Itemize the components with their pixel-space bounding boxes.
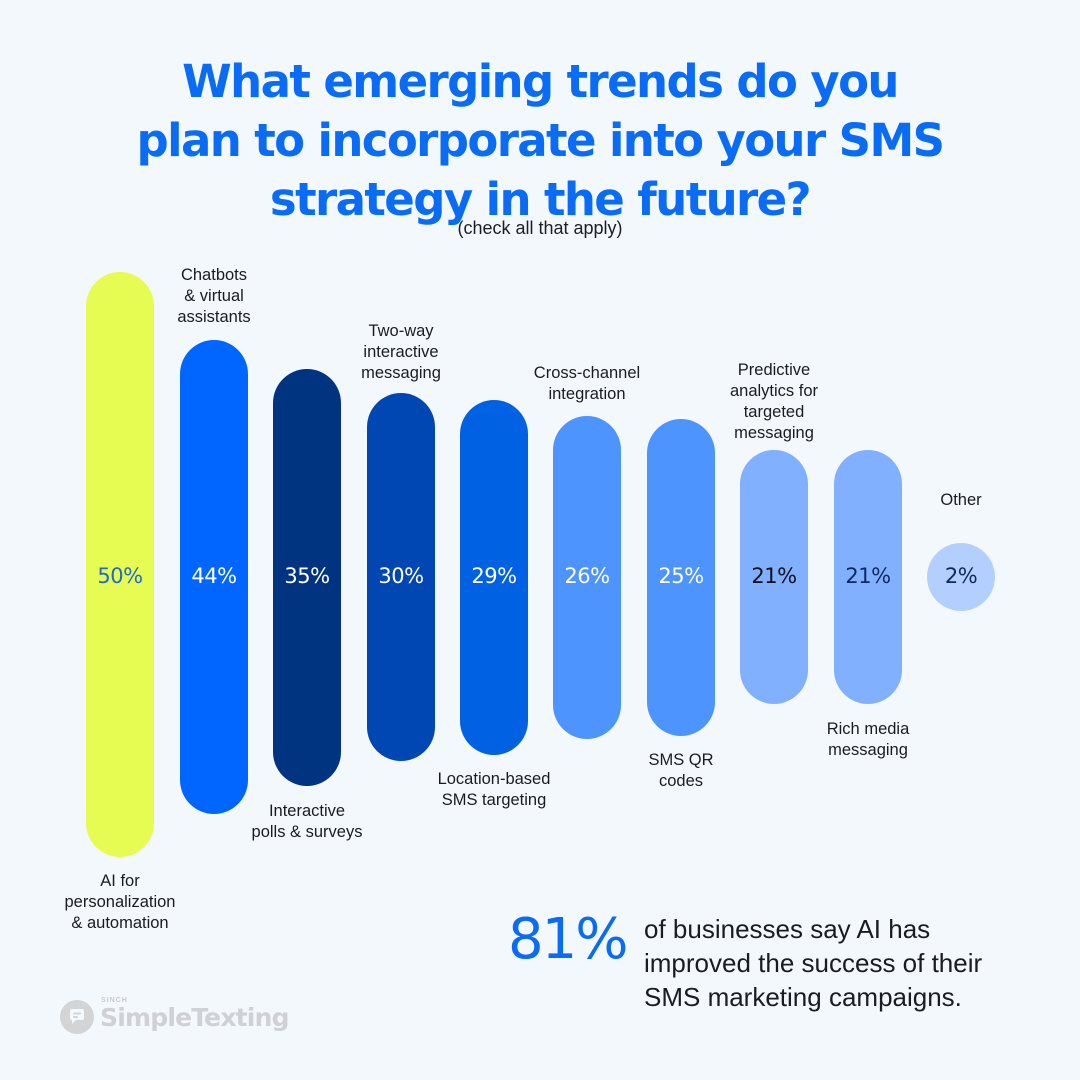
category-label-line: polls & surveys xyxy=(251,823,363,841)
category-label-line: personalization xyxy=(64,893,176,911)
category-label-rich-media-messaging: Rich media messaging xyxy=(827,719,910,761)
category-label-line: & automation xyxy=(71,914,169,932)
bar-value-label: 2% xyxy=(944,564,978,588)
category-label-line: Chatbots xyxy=(180,266,248,284)
speech-bubble-icon xyxy=(60,1000,94,1034)
category-label-sms-qr-codes: SMS QR codes xyxy=(648,750,713,792)
category-label-interactive-polls-surveys: Interactive polls & surveys xyxy=(252,801,363,843)
bar-sms-qr-codes: 25% xyxy=(647,419,715,736)
bar-other: 2% xyxy=(927,543,995,611)
category-label-cross-channel-integration: Cross-channel integration xyxy=(534,363,640,405)
title-line-2: plan to incorporate into your SMS xyxy=(136,114,946,167)
callout-stat-text: of businesses say AI has improved the su… xyxy=(644,912,1064,1014)
callout-stat-value: 81% xyxy=(508,907,628,972)
chart-title: What emerging trends do you plan to inco… xyxy=(0,52,1080,229)
bar-ai-for-personalization-automation: 50% xyxy=(86,272,154,857)
chart-subtitle: (check all that apply) xyxy=(457,218,623,238)
bar-interactive-polls-surveys: 35% xyxy=(273,369,341,786)
title-line-3: strategy in the future? xyxy=(269,173,812,226)
logo-sinch-text: SINCH xyxy=(101,996,128,1004)
bar-value-label: 25% xyxy=(658,564,704,588)
category-label-line: analytics for xyxy=(729,382,819,400)
callout-line-2: improved the success of their xyxy=(644,948,983,978)
logo-name-text: SimpleTexting xyxy=(100,1002,289,1032)
category-label-line: targeted xyxy=(743,403,805,421)
category-label-ai-for-personalization-automation: AI for personalization & automation xyxy=(65,871,176,934)
category-label-line: Two-way xyxy=(368,322,434,340)
bar-value-label: 29% xyxy=(471,564,517,588)
category-label-line: Predictive xyxy=(737,361,811,379)
bar-rich-media-messaging: 21% xyxy=(834,450,902,704)
category-label-line: AI for xyxy=(100,872,140,890)
bar-value-label: 35% xyxy=(284,564,330,588)
category-label-two-way-interactive-messaging: Two-way interactive messaging xyxy=(361,321,441,384)
bar-value-label: 21% xyxy=(751,564,797,588)
category-label-line: assistants xyxy=(177,308,251,326)
category-label-line: Cross-channel xyxy=(533,364,641,382)
category-label-line: Rich media xyxy=(826,720,910,738)
category-label-line: SMS QR xyxy=(648,751,714,769)
bar-value-label: 26% xyxy=(564,564,610,588)
category-label-line: interactive xyxy=(363,343,439,361)
category-label-chatbots-virtual-assistants: Chatbots & virtual assistants xyxy=(177,265,250,328)
category-label-line: messaging xyxy=(361,364,441,382)
bar-cross-channel-integration: 26% xyxy=(553,416,621,739)
category-label-line: & virtual xyxy=(184,287,244,305)
bar-predictive-analytics-for-targeted-messaging: 21% xyxy=(740,450,808,704)
category-label-line: Interactive xyxy=(268,802,346,820)
category-label-line: integration xyxy=(548,385,626,403)
callout-line-1: of businesses say AI has xyxy=(644,914,931,944)
bar-value-label: 21% xyxy=(845,564,891,588)
category-label-line: Other xyxy=(940,491,982,509)
category-label-line: messaging xyxy=(828,741,908,759)
category-label-location-based-sms-targeting: Location-based SMS targeting xyxy=(438,769,551,811)
category-label-predictive-analytics-for-targeted-messaging: Predictive analytics for targeted messaging xyxy=(730,360,818,444)
category-label-line: messaging xyxy=(734,424,814,442)
bar-two-way-interactive-messaging: 30% xyxy=(367,393,435,761)
bar-value-label: 44% xyxy=(191,564,237,588)
category-label-line: Location-based xyxy=(437,770,551,788)
category-label-line: codes xyxy=(658,772,704,790)
bar-value-label: 50% xyxy=(97,564,143,588)
category-label-line: SMS targeting xyxy=(441,791,547,809)
bar-location-based-sms-targeting: 29% xyxy=(460,400,528,755)
bar-value-label: 30% xyxy=(378,564,424,588)
bar-chatbots-virtual-assistants: 44% xyxy=(180,340,248,814)
title-line-1: What emerging trends do you xyxy=(182,55,899,108)
simpletexting-logo: SINCH SimpleTexting xyxy=(60,996,289,1034)
callout-line-3: SMS marketing campaigns. xyxy=(644,982,962,1012)
category-label-other: Other xyxy=(940,490,981,511)
